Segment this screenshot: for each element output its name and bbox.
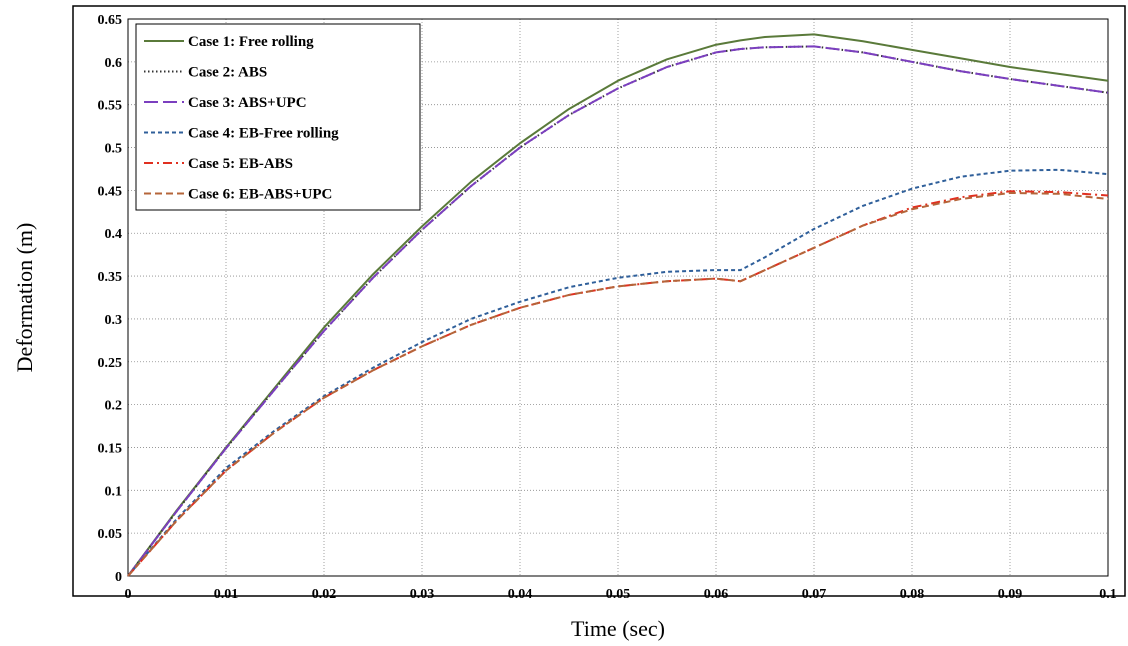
x-tick-label: 0.02 — [312, 587, 337, 602]
y-tick-label: 0.15 — [98, 441, 123, 456]
legend-label: Case 5: EB-ABS — [188, 156, 293, 172]
x-tick-label: 0.01 — [214, 587, 239, 602]
legend-label: Case 1: Free rolling — [188, 34, 314, 50]
y-tick-label: 0.65 — [98, 13, 123, 28]
x-tick-label: 0.09 — [998, 587, 1023, 602]
y-tick-label: 0.4 — [105, 227, 123, 242]
legend-label: Case 4: EB-Free rolling — [188, 126, 339, 142]
legend-label: Case 6: EB-ABS+UPC — [188, 187, 332, 203]
y-tick-label: 0.3 — [105, 313, 123, 328]
y-tick-label: 0.1 — [105, 484, 123, 499]
x-axis-title: Time (sec) — [571, 616, 665, 641]
y-tick-label: 0.6 — [105, 56, 123, 71]
plot-area — [127, 18, 1109, 577]
chart-border — [72, 5, 1126, 597]
x-tick-label: 0.06 — [704, 587, 729, 602]
x-tick-label: 0.04 — [508, 587, 533, 602]
x-tick-label: 0 — [125, 587, 132, 602]
y-tick-label: 0.25 — [98, 356, 123, 371]
x-tick-label: 0.1 — [1099, 587, 1117, 602]
x-tick-label: 0.05 — [606, 587, 631, 602]
series-line-case-4 — [127, 168, 1109, 577]
x-tick-label: 0.08 — [900, 587, 925, 602]
legend-label: Case 3: ABS+UPC — [188, 95, 307, 111]
y-axis-title: Deformation (m) — [12, 223, 37, 373]
series-line-case-6 — [127, 191, 1109, 577]
series-line-case-1 — [127, 33, 1109, 577]
x-tick-label: 0.03 — [410, 587, 435, 602]
y-tick-label: 0.35 — [98, 270, 123, 285]
legend: Case 1: Free rolling Case 2: ABS Case 3: A… — [135, 23, 421, 211]
x-tick-label: 0.07 — [802, 587, 827, 602]
y-tick-label: 0.05 — [98, 527, 123, 542]
y-tick-label: 0.45 — [98, 184, 123, 199]
y-tick-label: 0.5 — [105, 142, 123, 157]
legend-label: Case 2: ABS — [188, 65, 267, 81]
y-tick-label: 0 — [115, 570, 122, 585]
series-lines — [127, 33, 1109, 577]
tick-labels: 0 0.01 0.02 0.03 0.04 0.05 0.06 0.07 0.08 0.09 0.1… — [98, 13, 1117, 602]
legend-box — [135, 23, 421, 211]
series-line-case-5 — [127, 190, 1109, 577]
y-tick-label: 0.55 — [98, 99, 123, 114]
series-line-case-3 — [127, 45, 1109, 577]
y-tick-label: 0.2 — [105, 399, 123, 414]
